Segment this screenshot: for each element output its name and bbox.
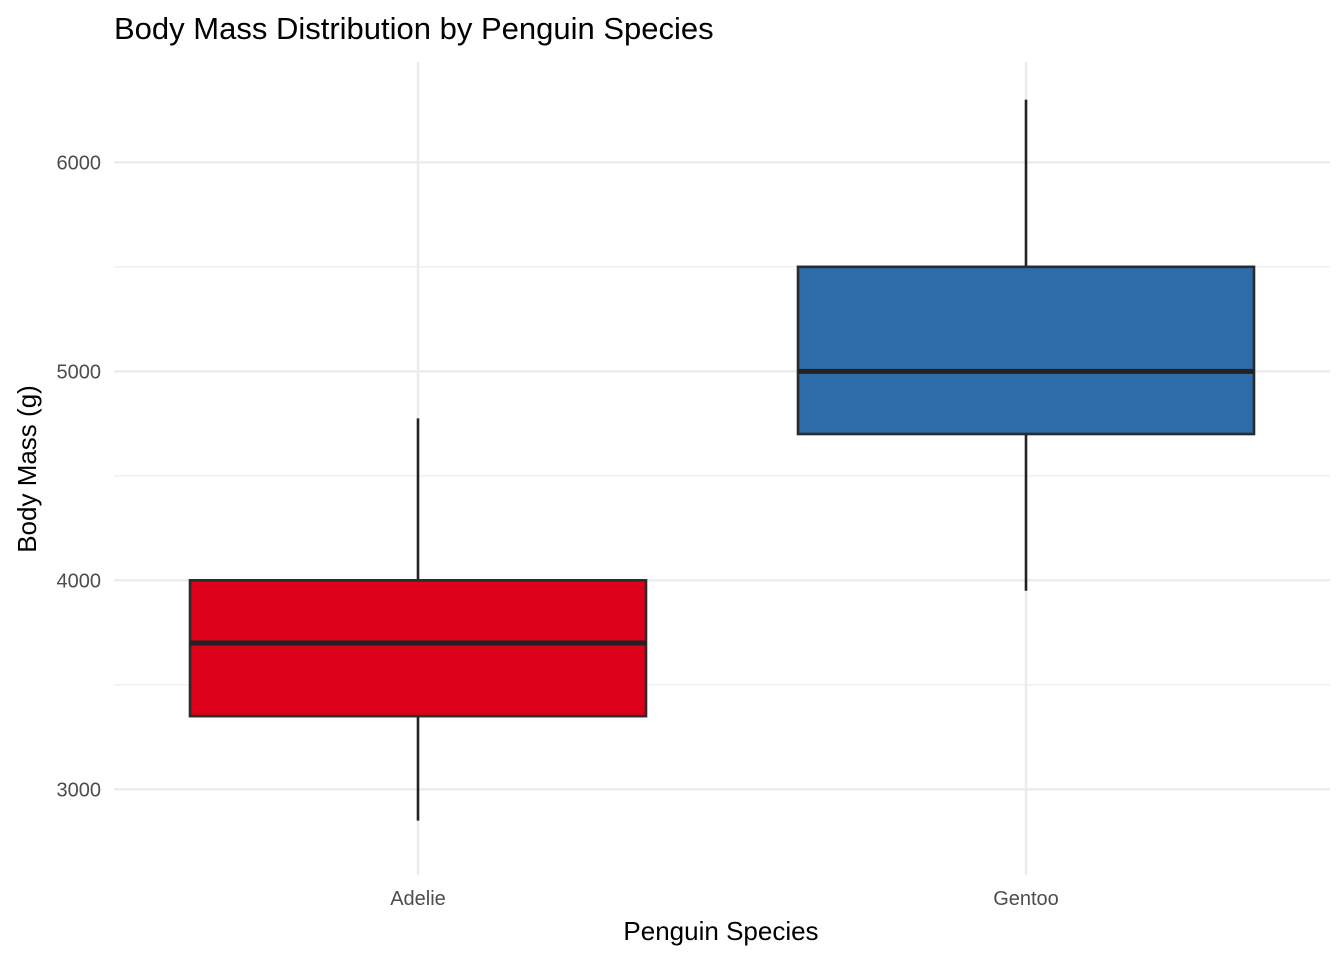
box-gentoo [796,99,1256,591]
iqr-box [796,265,1256,436]
y-tick-label: 4000 [57,570,102,592]
y-tick-label: 6000 [57,152,102,174]
tick-labels: 3000 4000 5000 6000 Adelie Gentoo [57,152,1059,910]
boxes [188,99,1256,821]
iqr-box [188,579,648,718]
y-axis-title: Body Mass (g) [12,385,42,553]
x-axis-title: Penguin Species [623,916,818,946]
grid [114,62,1330,875]
chart-title: Body Mass Distribution by Penguin Specie… [114,11,714,46]
x-tick-label: Gentoo [993,888,1059,910]
box-adelie [188,418,648,821]
x-tick-label: Adelie [390,888,446,910]
y-tick-label: 5000 [57,361,102,383]
y-tick-label: 3000 [57,779,102,801]
